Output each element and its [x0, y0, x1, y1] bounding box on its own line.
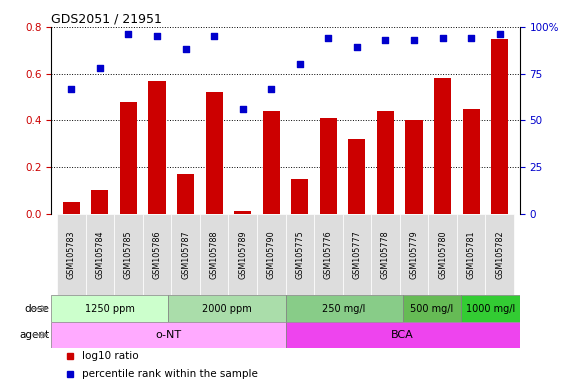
Bar	[461, 296, 520, 322]
Text: GSM105784: GSM105784	[95, 230, 104, 279]
Bar	[168, 296, 286, 322]
Point	[381, 37, 390, 43]
Text: GDS2051 / 21951: GDS2051 / 21951	[51, 13, 162, 26]
Text: dose: dose	[24, 304, 49, 314]
Bar	[51, 322, 286, 348]
Bar	[463, 109, 480, 214]
Bar	[403, 296, 461, 322]
Bar	[371, 214, 400, 296]
Point	[152, 33, 162, 39]
Bar	[234, 212, 251, 214]
Text: 500 mg/l: 500 mg/l	[410, 304, 453, 314]
Point	[238, 106, 247, 112]
Text: GSM105775: GSM105775	[295, 230, 304, 279]
Text: agent: agent	[19, 330, 49, 340]
Bar	[286, 322, 520, 348]
Text: GSM105786: GSM105786	[152, 230, 162, 279]
Text: GSM105789: GSM105789	[238, 230, 247, 279]
Text: GSM105781: GSM105781	[467, 230, 476, 279]
Bar	[177, 174, 194, 214]
Bar	[405, 120, 423, 214]
Bar	[434, 78, 451, 214]
Text: GSM105778: GSM105778	[381, 230, 390, 279]
Text: GSM105780: GSM105780	[438, 230, 447, 279]
Text: 1000 mg/l: 1000 mg/l	[466, 304, 515, 314]
Point	[495, 31, 504, 37]
Point	[124, 31, 133, 37]
Point	[267, 86, 276, 92]
Text: log10 ratio: log10 ratio	[82, 351, 138, 361]
Text: o-NT: o-NT	[155, 330, 182, 340]
Point	[324, 35, 333, 41]
Text: GSM105787: GSM105787	[181, 230, 190, 279]
Bar	[120, 102, 137, 214]
Point	[438, 35, 447, 41]
Point	[67, 86, 76, 92]
Bar	[206, 92, 223, 214]
Bar	[348, 139, 365, 214]
Text: 250 mg/l: 250 mg/l	[323, 304, 365, 314]
Bar	[57, 214, 86, 296]
Text: 1250 ppm: 1250 ppm	[85, 304, 135, 314]
Bar	[343, 214, 371, 296]
Bar	[377, 111, 394, 214]
Text: percentile rank within the sample: percentile rank within the sample	[82, 369, 258, 379]
Bar	[400, 214, 428, 296]
Bar	[286, 214, 314, 296]
Point	[467, 35, 476, 41]
Bar	[320, 118, 337, 214]
Bar	[291, 179, 308, 214]
Point	[295, 61, 304, 67]
Text: GSM105785: GSM105785	[124, 230, 133, 279]
Bar	[63, 202, 80, 214]
Text: GSM105777: GSM105777	[352, 230, 361, 279]
Bar	[114, 214, 143, 296]
Bar	[91, 190, 108, 214]
Bar	[491, 38, 508, 214]
Bar	[257, 214, 286, 296]
Point	[210, 33, 219, 39]
Text: 2000 ppm: 2000 ppm	[202, 304, 252, 314]
Bar	[485, 214, 514, 296]
Text: GSM105779: GSM105779	[409, 230, 419, 279]
Text: GSM105788: GSM105788	[210, 230, 219, 279]
Point	[95, 65, 104, 71]
Bar	[148, 81, 166, 214]
Bar	[143, 214, 171, 296]
Text: BCA: BCA	[391, 330, 414, 340]
Text: GSM105790: GSM105790	[267, 230, 276, 279]
Bar	[428, 214, 457, 296]
Point	[181, 46, 190, 52]
Bar	[457, 214, 485, 296]
Bar	[263, 111, 280, 214]
Text: GSM105776: GSM105776	[324, 230, 333, 279]
Bar	[171, 214, 200, 296]
Bar	[228, 214, 257, 296]
Bar	[200, 214, 228, 296]
Bar	[51, 296, 168, 322]
Text: GSM105782: GSM105782	[495, 230, 504, 279]
Point	[352, 45, 361, 51]
Bar	[86, 214, 114, 296]
Bar	[314, 214, 343, 296]
Bar	[286, 296, 403, 322]
Point	[409, 37, 419, 43]
Text: GSM105783: GSM105783	[67, 230, 76, 279]
